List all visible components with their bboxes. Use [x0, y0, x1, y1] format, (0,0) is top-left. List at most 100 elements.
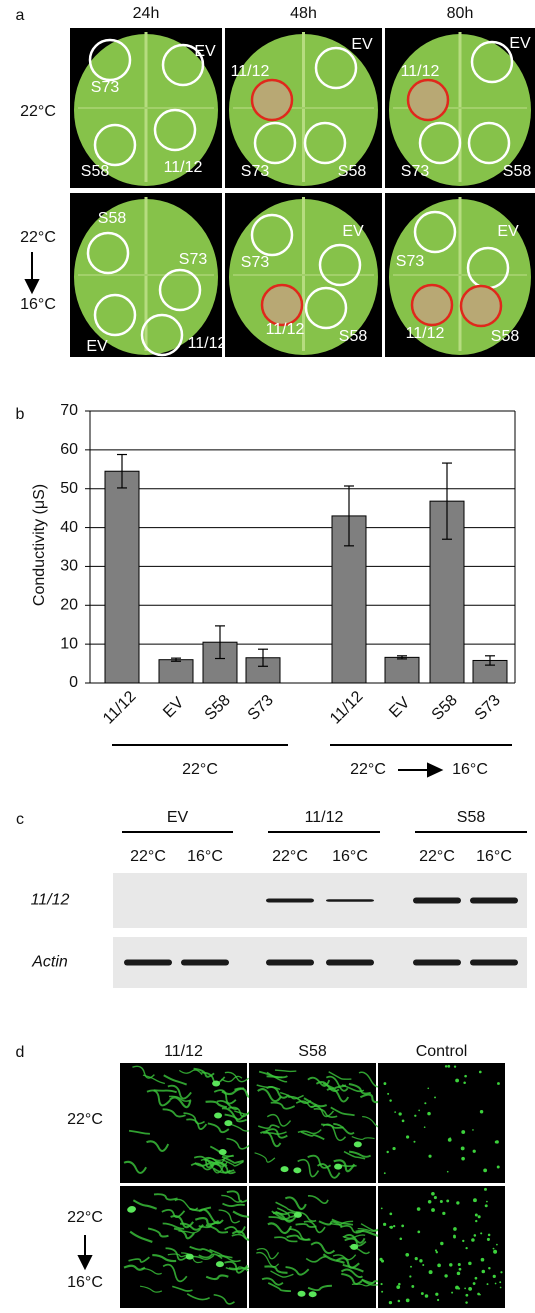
cell-outline	[128, 1129, 150, 1135]
cell-outline	[274, 1236, 298, 1243]
cell-outline	[276, 1207, 300, 1218]
infiltration-label: EV	[497, 223, 519, 240]
infiltration-label: 11/12	[266, 321, 305, 338]
fluorescent-dot	[486, 1237, 490, 1241]
nucleus	[334, 1163, 343, 1170]
fluorescent-dot	[414, 1114, 417, 1117]
fluorescent-dot	[389, 1226, 392, 1229]
fluorescent-dot	[424, 1294, 429, 1298]
column-label: 24h	[133, 5, 160, 22]
bar	[104, 470, 140, 684]
cell-outline	[348, 1150, 372, 1158]
fluorescent-dot	[427, 1200, 432, 1204]
fluorescent-dot	[386, 1150, 389, 1154]
cell-outline	[209, 1248, 233, 1259]
fluorescent-dot	[456, 1201, 460, 1205]
cell-outline	[331, 1218, 354, 1226]
cell-outline	[174, 1198, 199, 1211]
lane-label: 22°C	[130, 848, 166, 865]
fluorescent-dot	[496, 1243, 498, 1246]
necrotic-spot	[253, 81, 291, 119]
cell-outline	[221, 1194, 243, 1203]
cell-outline	[205, 1274, 229, 1281]
fluorescent-dot	[492, 1274, 496, 1278]
infiltration-label: 11/12	[401, 63, 440, 80]
fluorescence-texture	[379, 1187, 503, 1305]
fluorescent-dot	[478, 1070, 482, 1074]
cell-outline	[333, 1122, 355, 1135]
fluorescent-dot	[389, 1099, 392, 1102]
gel-band	[470, 897, 518, 904]
nucleus	[297, 1290, 306, 1297]
fluorescent-dot	[393, 1224, 396, 1228]
cell-outline	[193, 1155, 216, 1169]
fluorescent-dot	[483, 1168, 488, 1173]
nucleus	[215, 1261, 224, 1268]
cell-outline	[322, 1123, 347, 1142]
infiltration-circle	[459, 284, 503, 328]
cell-outline	[123, 1160, 147, 1174]
cell-outline	[342, 1234, 366, 1239]
cell-outline	[228, 1267, 251, 1270]
cell-outline	[266, 1075, 288, 1079]
panel-letter: d	[16, 1044, 25, 1061]
bar	[158, 659, 194, 684]
fluorescent-dot	[397, 1299, 401, 1303]
fluorescent-dot	[416, 1207, 421, 1211]
cell-outline	[147, 1227, 169, 1238]
cell-outline	[267, 1222, 293, 1235]
fluorescent-dot	[464, 1287, 467, 1290]
error-bar	[442, 462, 452, 540]
cell-outline	[348, 1082, 372, 1095]
cell-outline	[335, 1257, 360, 1269]
cell-outline	[286, 1234, 311, 1241]
cell-outline	[359, 1093, 382, 1104]
nucleus	[293, 1167, 302, 1174]
row-label: 22°C	[67, 1209, 103, 1226]
cell-outline	[307, 1154, 332, 1169]
y-tick-label: 0	[69, 674, 78, 691]
cell-outline	[297, 1128, 322, 1135]
fluorescent-dot	[409, 1275, 412, 1278]
infiltration-circle	[303, 121, 347, 165]
infiltration-circle	[418, 121, 462, 165]
cell-outline	[270, 1270, 294, 1278]
cell-outline	[307, 1195, 329, 1205]
y-tick-label: 10	[60, 635, 78, 652]
fluorescent-dot	[468, 1261, 472, 1266]
y-tick-label: 50	[60, 480, 78, 497]
row-label: 22°C	[20, 103, 56, 120]
nucleus	[127, 1206, 136, 1213]
infiltration-circle	[86, 231, 130, 275]
column-label: S58	[298, 1043, 327, 1060]
fluorescent-dot	[477, 1292, 480, 1296]
cell-outline	[161, 1209, 186, 1218]
fluorescent-dot	[381, 1290, 384, 1293]
fluorescent-dot	[465, 1301, 468, 1304]
fluorescence-texture	[383, 1064, 500, 1175]
infiltration-label: EV	[351, 36, 373, 53]
infiltration-label: EV	[509, 35, 531, 52]
cell-outline	[168, 1095, 192, 1102]
cell-outline	[268, 1216, 290, 1221]
cell-outline	[213, 1167, 235, 1174]
column-label: 48h	[290, 5, 317, 22]
fluorescent-dot	[418, 1109, 420, 1112]
group-label: 22°C	[350, 761, 386, 778]
cell-outline	[303, 1220, 326, 1234]
cell-outline	[204, 1158, 228, 1168]
fluorescent-dot	[480, 1232, 483, 1235]
error-bar	[397, 655, 407, 660]
fluorescent-dot	[439, 1199, 443, 1203]
fluorescent-dot	[389, 1212, 393, 1216]
fluorescent-dot	[496, 1165, 500, 1169]
fluorescent-dot	[474, 1276, 478, 1280]
cell-outline	[213, 1089, 237, 1105]
cell-outline	[222, 1202, 245, 1208]
fluorescent-dot	[453, 1065, 457, 1068]
row-label: 16°C	[20, 296, 56, 313]
cell-outline	[170, 1214, 194, 1229]
cell-outline	[146, 1140, 170, 1152]
infiltration-label: 11/12	[231, 63, 270, 80]
